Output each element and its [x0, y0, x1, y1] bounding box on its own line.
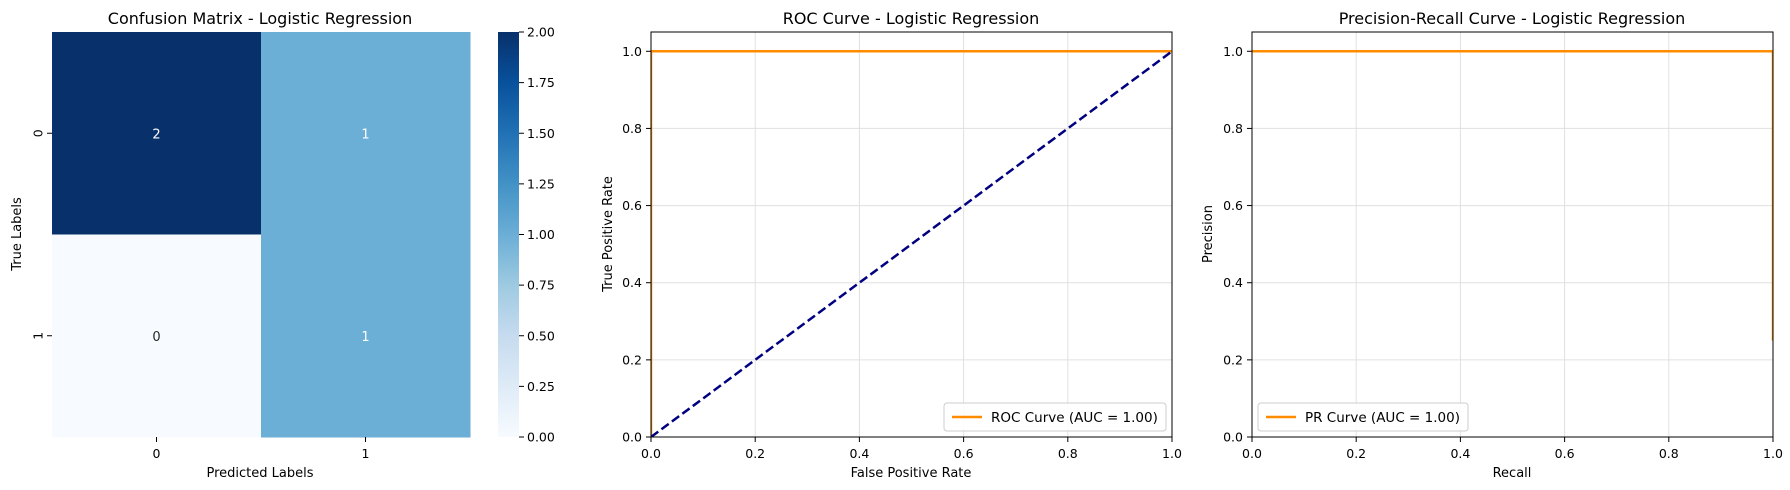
pr-ytick-label: 0.2 — [1223, 352, 1243, 367]
colorbar-tick-label: 1.75 — [527, 75, 555, 90]
cm-xtick-label: 0 — [153, 446, 161, 461]
cm-cell — [52, 234, 262, 438]
pr-xtick-label: 0.4 — [1450, 446, 1470, 461]
pr-series-line-0 — [1252, 50, 1773, 341]
cm-cell — [261, 234, 471, 438]
pr-xtick-label: 0.8 — [1659, 446, 1679, 461]
cm-ylabel: True Labels — [10, 197, 25, 272]
colorbar-tick-label: 1.00 — [527, 227, 555, 242]
roc-xtick-label: 1.0 — [1162, 446, 1182, 461]
roc-xtick-label: 0.8 — [1058, 446, 1078, 461]
cm-cell-value: 2 — [152, 127, 160, 142]
roc-title: ROC Curve - Logistic Regression — [783, 9, 1040, 28]
colorbar-tick-label: 0.25 — [527, 379, 555, 394]
colorbar-tick-label: 2.00 — [527, 25, 555, 40]
roc-legend: ROC Curve (AUC = 1.00) — [943, 402, 1167, 432]
roc-curve-panel: ROC Curve - Logistic Regression 0.0 0.2 0.… — [601, 9, 1182, 481]
colorbar-tick-label: 0.00 — [527, 430, 555, 445]
roc-ytick-label: 0.6 — [622, 198, 642, 213]
cm-xtick-label: 1 — [362, 446, 370, 461]
roc-xlabel: False Positive Rate — [851, 466, 972, 481]
cm-ytick-label: 0 — [31, 129, 46, 137]
pr-ytick-label: 1.0 — [1223, 44, 1243, 59]
roc-ylabel: True Positive Rate — [601, 176, 616, 293]
roc-legend-label: ROC Curve (AUC = 1.00) — [991, 410, 1158, 426]
cm-xlabel: Predicted Labels — [206, 466, 313, 481]
cm-ytick-label: 1 — [31, 332, 46, 340]
roc-ytick-label: 0.0 — [622, 430, 642, 445]
pr-xtick-label: 0.0 — [1242, 446, 1262, 461]
pr-ytick-label: 0.6 — [1223, 198, 1243, 213]
pr-ytick-label: 0.4 — [1223, 275, 1243, 290]
roc-series-line-1 — [651, 50, 1172, 437]
pr-xtick-label: 0.6 — [1555, 446, 1575, 461]
pr-xlabel: Recall — [1493, 466, 1532, 481]
colorbar-tick-label: 0.50 — [527, 328, 555, 343]
roc-axes-frame — [650, 31, 1173, 438]
roc-ytick-label: 0.2 — [622, 352, 642, 367]
pr-curve-panel: Precision-Recall Curve - Logistic Regres… — [1201, 9, 1783, 481]
pr-ylabel: Precision — [1201, 205, 1216, 263]
roc-ytick-label: 1.0 — [622, 44, 642, 59]
roc-ytick-label: 0.4 — [622, 275, 642, 290]
pr-ytick-label: 0.8 — [1223, 121, 1243, 136]
pr-ytick-label: 0.0 — [1223, 430, 1243, 445]
colorbar-tick-label: 0.75 — [527, 278, 555, 293]
roc-series-line-0 — [651, 50, 1172, 437]
pr-xtick-label: 1.0 — [1763, 446, 1783, 461]
pr-title: Precision-Recall Curve - Logistic Regres… — [1339, 9, 1686, 28]
confusion-matrix-panel: Confusion Matrix - Logistic Regression 2… — [10, 9, 555, 481]
cm-title: Confusion Matrix - Logistic Regression — [108, 9, 412, 28]
pr-legend: PR Curve (AUC = 1.00) — [1257, 402, 1469, 432]
roc-xtick-label: 0.0 — [641, 446, 661, 461]
roc-xtick-label: 0.2 — [745, 446, 765, 461]
roc-xtick-label: 0.4 — [849, 446, 869, 461]
pr-legend-label: PR Curve (AUC = 1.00) — [1305, 410, 1460, 426]
cm-cell-value: 0 — [152, 330, 160, 345]
pr-xtick-label: 0.2 — [1346, 446, 1366, 461]
roc-ytick-label: 0.8 — [622, 121, 642, 136]
colorbar-tick-label: 1.25 — [527, 176, 555, 191]
cm-cell-value: 1 — [361, 127, 369, 142]
cm-cell — [261, 32, 471, 235]
cm-cell — [52, 32, 262, 235]
roc-xtick-label: 0.6 — [954, 446, 974, 461]
colorbar-tick-label: 1.50 — [527, 126, 555, 141]
roc-legend-box — [943, 402, 1167, 432]
pr-axes-frame — [1251, 31, 1774, 438]
colorbar — [498, 32, 519, 437]
cm-cell-value: 1 — [361, 330, 369, 345]
pr-legend-box — [1257, 402, 1469, 432]
